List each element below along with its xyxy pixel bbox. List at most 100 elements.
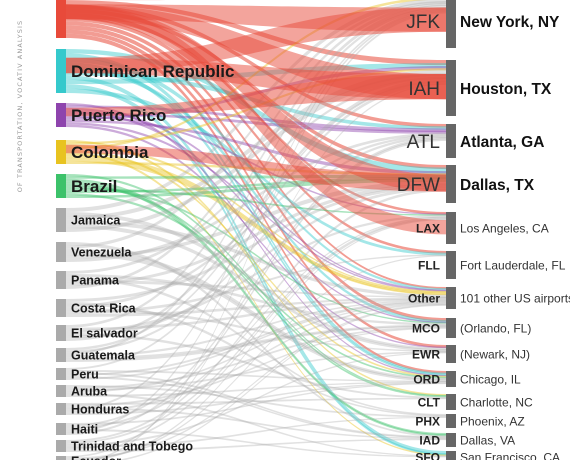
destination-city: Los Angeles, CA — [460, 222, 549, 236]
flow-link — [66, 73, 446, 232]
airport-code: JFK — [406, 12, 440, 33]
destination-bar — [446, 251, 456, 279]
origin-node[interactable]: Brazil — [56, 174, 117, 198]
origin-node[interactable]: Trinidad and Tobego — [56, 440, 193, 454]
destination-node[interactable]: IAD Dallas, VA — [419, 433, 515, 448]
flow-link — [66, 216, 446, 429]
airport-code: LAX — [416, 222, 440, 236]
flow-link — [66, 83, 446, 458]
flow-link — [66, 75, 446, 455]
airport-code: SFO — [415, 451, 440, 460]
destination-node[interactable]: DFW Dallas, TX — [397, 165, 535, 203]
origin-bar — [56, 174, 66, 198]
origin-node[interactable]: Puerto Rico — [56, 103, 166, 127]
destination-bar — [446, 394, 456, 410]
airport-code: EWR — [412, 348, 440, 362]
origin-node[interactable]: Ecuador — [56, 455, 121, 460]
destination-node[interactable]: JFK New York, NY — [406, 0, 560, 48]
flow-link — [66, 156, 446, 295]
flow-link — [66, 183, 446, 286]
origin-node[interactable]: Haiti — [56, 423, 98, 437]
origin-label: Haiti — [71, 423, 98, 437]
flow-link — [66, 140, 446, 396]
flow-link — [66, 188, 446, 442]
flow-link — [66, 407, 446, 440]
flow-link — [66, 74, 446, 117]
airport-code: DFW — [397, 175, 440, 196]
airport-code: Other — [408, 292, 440, 306]
destination-city: Chicago, IL — [460, 373, 521, 387]
flow-link — [66, 69, 446, 221]
flow-link — [66, 149, 446, 378]
flow-link — [66, 397, 446, 405]
flow-link — [66, 132, 446, 262]
origin-node[interactable]: El salvador — [56, 325, 138, 341]
destination-bar — [446, 414, 456, 428]
flow-link — [66, 124, 446, 349]
flow-link — [66, 110, 446, 323]
origin-bar — [56, 208, 66, 232]
flow-link — [66, 302, 446, 417]
destination-city: Atlanta, GA — [460, 134, 544, 151]
flow-link — [66, 438, 446, 452]
destination-node[interactable]: EWR (Newark, NJ) — [412, 345, 530, 363]
flow-link — [66, 376, 446, 439]
flow-link — [66, 62, 446, 376]
flow-link — [66, 137, 446, 428]
destination-node[interactable]: MCO (Orlando, FL) — [412, 318, 531, 338]
flow-link — [66, 212, 446, 350]
flow-links — [66, 0, 446, 460]
flow-link — [66, 218, 446, 450]
origin-node[interactable]: Aruba — [56, 385, 108, 399]
origin-label: Puerto Rico — [71, 106, 166, 125]
destination-city: Houston, TX — [460, 81, 552, 98]
origin-label: Honduras — [71, 403, 129, 417]
destination-node[interactable]: SFO San Francisco, CA — [415, 451, 560, 460]
flow-link — [66, 324, 446, 360]
destination-node[interactable]: ATL Atlanta, GA — [407, 124, 545, 158]
origin-node[interactable]: Peru — [56, 368, 99, 382]
flow-link — [66, 220, 446, 298]
flow-link — [66, 193, 446, 379]
flow-link — [66, 181, 446, 437]
flow-link — [66, 21, 446, 289]
destination-bar — [446, 345, 456, 363]
origin-node[interactable]: Jamaica — [56, 208, 121, 232]
flow-link — [66, 2, 446, 289]
origin-node[interactable]: Costa Rica — [56, 299, 137, 317]
origin-node[interactable]: Dominican Republic — [56, 49, 234, 93]
destination-city: Charlotte, NC — [460, 396, 533, 410]
flow-link — [66, 298, 446, 331]
flow-link — [66, 6, 446, 356]
origin-node[interactable]: Guatemala — [56, 348, 136, 363]
flow-link — [66, 49, 446, 174]
destination-node[interactable]: Other 101 other US airports — [408, 287, 570, 309]
destination-node[interactable]: CLT Charlotte, NC — [418, 394, 533, 410]
flow-link — [66, 78, 446, 341]
origin-node[interactable]: Venezuela — [56, 242, 132, 262]
origin-node[interactable]: Honduras — [56, 403, 129, 417]
flow-link — [66, 372, 446, 438]
destination-node[interactable]: IAH Houston, TX — [408, 60, 552, 116]
origin-label: Panama — [71, 274, 120, 288]
origin-node[interactable] — [56, 0, 66, 38]
origin-node[interactable]: Panama — [56, 271, 120, 289]
flow-link — [66, 144, 446, 293]
origin-node[interactable]: Colombia — [56, 140, 149, 164]
destination-node[interactable]: PHX Phoenix, AZ — [415, 414, 525, 429]
destination-city: (Newark, NJ) — [460, 348, 530, 362]
flow-link — [66, 25, 446, 322]
destination-city: New York, NY — [460, 14, 560, 31]
destination-city: Fort Lauderdale, FL — [460, 259, 566, 273]
flow-link — [66, 393, 446, 457]
origin-label: Dominican Republic — [71, 62, 234, 81]
destination-node[interactable]: ORD Chicago, IL — [413, 371, 521, 387]
flow-link — [66, 187, 446, 339]
airport-code: ATL — [407, 132, 440, 153]
destination-node[interactable]: FLL Fort Lauderdale, FL — [418, 251, 566, 279]
origin-bar — [56, 140, 66, 164]
flow-link — [66, 4, 446, 235]
destination-node[interactable]: LAX Los Angeles, CA — [416, 212, 549, 244]
origin-bar — [56, 368, 66, 380]
